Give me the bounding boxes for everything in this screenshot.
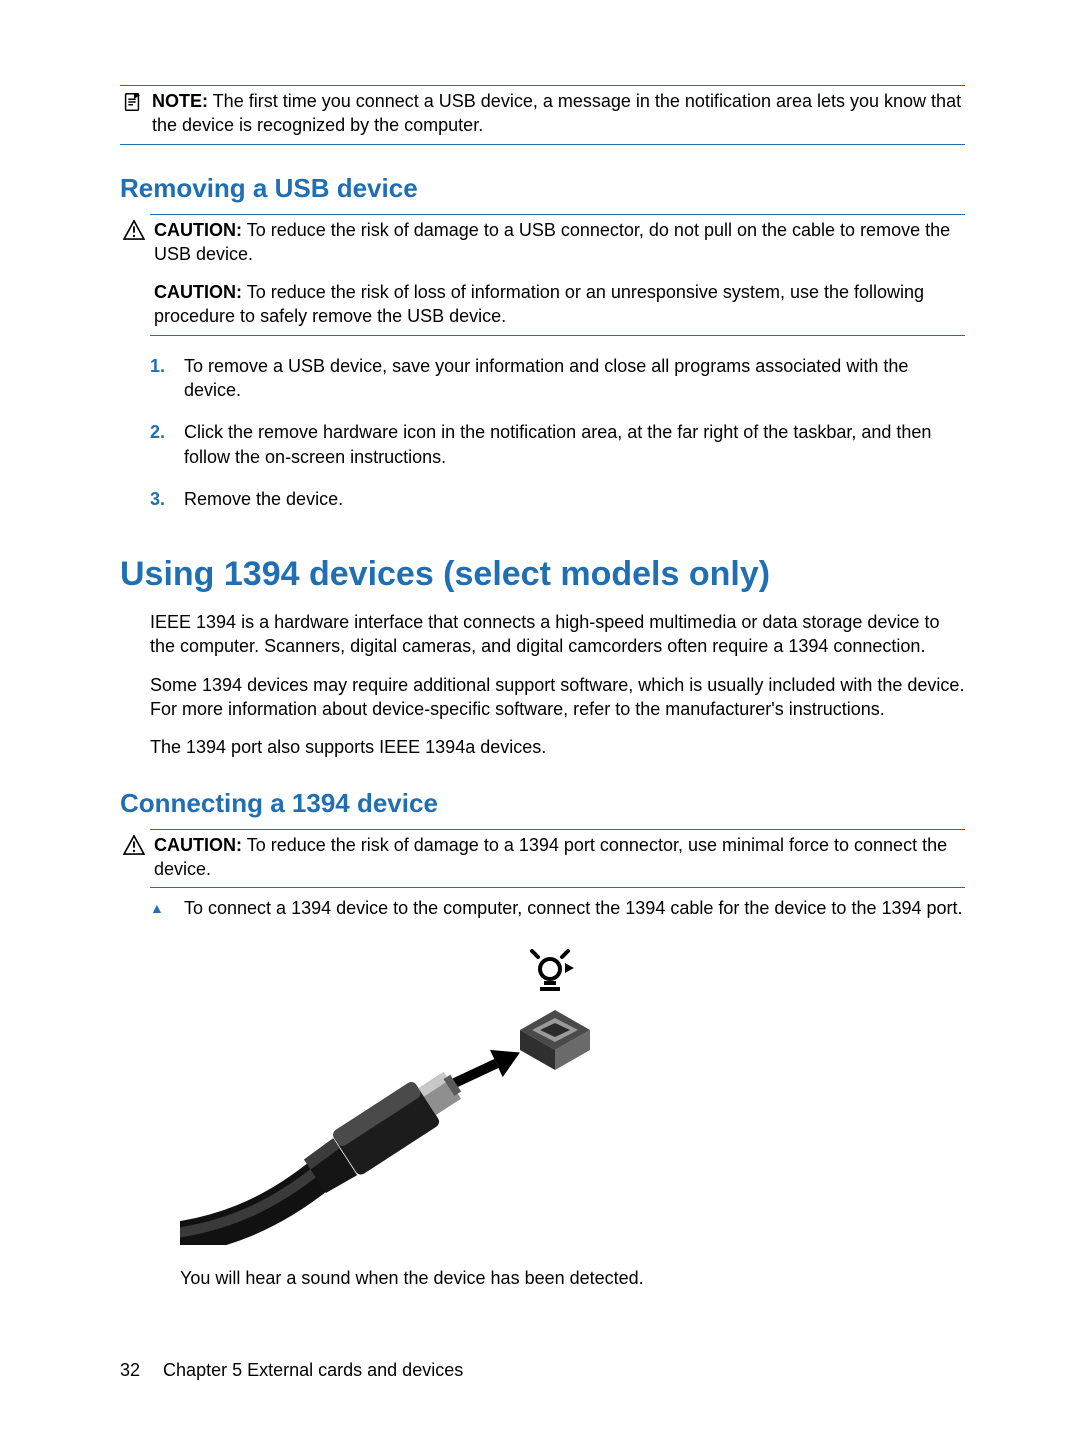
note-body: The first time you connect a USB device,… bbox=[152, 91, 961, 135]
remove-steps: 1. To remove a USB device, save your info… bbox=[150, 354, 965, 511]
heading-removing-usb: Removing a USB device bbox=[120, 173, 965, 204]
note-label: NOTE: bbox=[152, 91, 208, 111]
connect-bullet: ▲ To connect a 1394 device to the comput… bbox=[150, 896, 965, 920]
caution3-rule-bottom bbox=[150, 887, 965, 888]
caution2-label: CAUTION: bbox=[154, 282, 242, 302]
note-rule-bottom bbox=[120, 144, 965, 145]
heading-1394: Using 1394 devices (select models only) bbox=[120, 555, 965, 594]
caution-icon bbox=[122, 834, 146, 855]
page-number: 32 bbox=[120, 1360, 140, 1380]
post-image-text: You will hear a sound when the device ha… bbox=[180, 1268, 965, 1289]
caution3-text: CAUTION: To reduce the risk of damage to… bbox=[154, 834, 965, 882]
caution1-rule-bottom bbox=[150, 335, 965, 336]
step-num-1: 1. bbox=[150, 354, 170, 378]
caution1-label: CAUTION: bbox=[154, 220, 242, 240]
step-text-2: Click the remove hardware icon in the no… bbox=[184, 420, 965, 469]
step-2: 2. Click the remove hardware icon in the … bbox=[150, 420, 965, 469]
note-text: NOTE: The first time you connect a USB d… bbox=[152, 90, 965, 138]
step-3: 3. Remove the device. bbox=[150, 487, 965, 511]
step-num-3: 3. bbox=[150, 487, 170, 511]
p-1394-2: Some 1394 devices may require additional… bbox=[150, 673, 965, 722]
page-footer: 32 Chapter 5 External cards and devices bbox=[120, 1360, 463, 1381]
step-text-1: To remove a USB device, save your inform… bbox=[184, 354, 965, 403]
connect-bullet-text: To connect a 1394 device to the computer… bbox=[184, 896, 965, 920]
step-num-2: 2. bbox=[150, 420, 170, 444]
step-1: 1. To remove a USB device, save your info… bbox=[150, 354, 965, 403]
note-block: NOTE: The first time you connect a USB d… bbox=[120, 86, 965, 144]
note-icon bbox=[120, 90, 144, 113]
caution3-label: CAUTION: bbox=[154, 835, 242, 855]
illustration-1394-cable bbox=[180, 945, 965, 1250]
chapter-label: Chapter 5 External cards and devices bbox=[163, 1360, 463, 1380]
caution1-body: To reduce the risk of damage to a USB co… bbox=[154, 220, 950, 264]
caution3-body: To reduce the risk of damage to a 1394 p… bbox=[154, 835, 947, 879]
step-text-3: Remove the device. bbox=[184, 487, 343, 511]
caution-icon bbox=[122, 219, 146, 240]
p-1394-3: The 1394 port also supports IEEE 1394a d… bbox=[150, 735, 965, 759]
heading-connecting-1394: Connecting a 1394 device bbox=[120, 788, 965, 819]
caution1-text: CAUTION: To reduce the risk of damage to… bbox=[154, 219, 965, 329]
bullet-icon: ▲ bbox=[150, 896, 170, 916]
caution2-body: To reduce the risk of loss of informatio… bbox=[154, 282, 924, 326]
p-1394-1: IEEE 1394 is a hardware interface that c… bbox=[150, 610, 965, 659]
